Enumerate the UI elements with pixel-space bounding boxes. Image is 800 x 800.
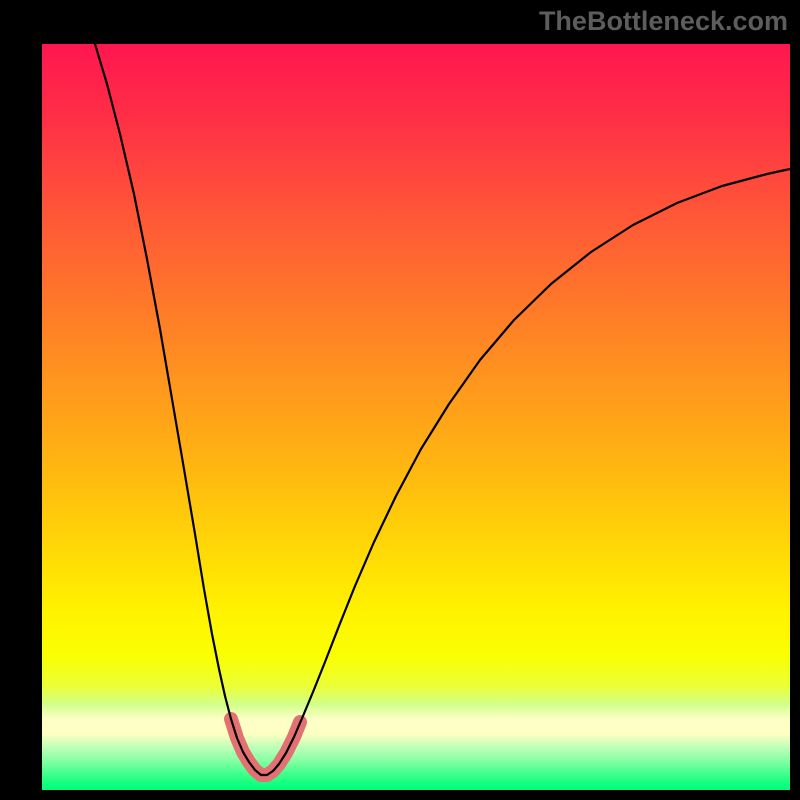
bottleneck-curve xyxy=(95,44,790,775)
plot-area xyxy=(42,44,790,790)
chart-svg xyxy=(42,44,790,790)
watermark-text: TheBottleneck.com xyxy=(539,6,788,37)
